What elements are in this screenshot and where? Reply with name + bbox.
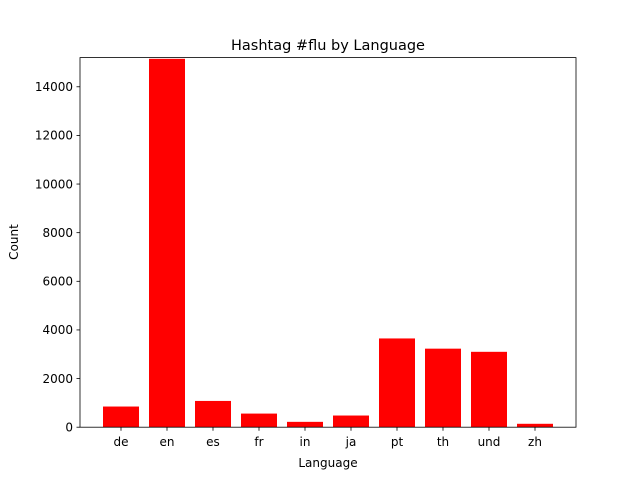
x-tick-label: in (300, 435, 311, 449)
bar-en (149, 58, 185, 428)
y-tick-label: 4000 (42, 323, 73, 337)
x-tick-label: th (437, 435, 449, 449)
bar-zh (517, 423, 553, 428)
x-tick-label: es (206, 435, 220, 449)
x-tick-label: pt (391, 435, 404, 449)
plot-frame (79, 57, 577, 428)
y-axis-title: Count (7, 224, 21, 260)
x-axis: de en es fr in ja pt th und zh (114, 427, 542, 449)
y-tick-label: 10000 (35, 177, 73, 191)
bar-th (425, 348, 461, 428)
x-tick-label: de (114, 435, 129, 449)
x-tick-label: zh (528, 435, 542, 449)
bar-fr (241, 413, 277, 428)
y-tick-label: 6000 (42, 275, 73, 289)
bar-de (103, 406, 139, 428)
y-axis: 0 2000 4000 6000 8000 10000 12000 14000 (35, 80, 80, 435)
x-axis-title: Language (298, 456, 357, 470)
x-tick-label: ja (345, 435, 357, 449)
bar-und (471, 351, 507, 428)
bar-in (287, 421, 323, 428)
chart-title: Hashtag #flu by Language (231, 38, 425, 54)
x-tick-label: en (160, 435, 175, 449)
bar-pt (379, 338, 415, 428)
y-tick-label: 14000 (35, 80, 73, 94)
y-tick-label: 8000 (42, 226, 73, 240)
y-tick-label: 2000 (42, 372, 73, 386)
x-tick-label: und (478, 435, 501, 449)
bar-es (195, 400, 231, 428)
y-tick-label: 0 (65, 421, 73, 435)
bar-ja (333, 415, 369, 428)
x-tick-label: fr (254, 435, 263, 449)
bars-group (103, 58, 553, 428)
y-tick-label: 12000 (35, 129, 73, 143)
